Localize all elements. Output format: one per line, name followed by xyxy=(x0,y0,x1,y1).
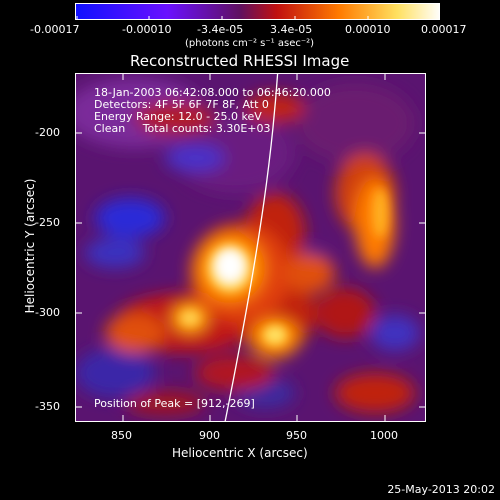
colorbar xyxy=(75,3,440,20)
footer-timestamp: 25-May-2013 20:02 xyxy=(387,483,495,496)
info-time-range: 18-Jan-2003 06:42:08.000 to 06:46:20.000 xyxy=(94,86,331,99)
colorbar-tick-label: 3.4e-05 xyxy=(270,23,313,36)
info-energy-range: Energy Range: 12.0 - 25.0 keV xyxy=(94,110,262,123)
info-clean-counts: Clean Total counts: 3.30E+03 xyxy=(94,122,271,135)
x-tick-label: 1000 xyxy=(370,429,398,442)
colorbar-tick-label: -3.4e-05 xyxy=(197,23,244,36)
x-tick-label: 900 xyxy=(199,429,220,442)
info-detectors: Detectors: 4F 5F 6F 7F 8F, Att 0 xyxy=(94,98,269,111)
peak-position: Position of Peak = [912,-269] xyxy=(94,397,255,410)
x-axis-title: Heliocentric X (arcsec) xyxy=(172,446,308,460)
colorbar-tick-label: -0.00017 xyxy=(30,23,80,36)
y-axis-title: Heliocentric Y (arcsec) xyxy=(23,178,37,314)
y-tick-label: -350 xyxy=(35,400,60,413)
colorbar-tick-label: 0.00010 xyxy=(345,23,391,36)
y-tick-label: -200 xyxy=(35,126,60,139)
colorbar-tick-label: -0.00010 xyxy=(122,23,172,36)
x-tick-label: 850 xyxy=(111,429,132,442)
x-tick-label: 950 xyxy=(286,429,307,442)
colorbar-tick-label: 0.00017 xyxy=(421,23,467,36)
rhessi-image xyxy=(75,73,426,422)
y-tick-label: -250 xyxy=(35,216,60,229)
plot-title: Reconstructed RHESSI Image xyxy=(130,52,350,70)
colorbar-units: (photons cm⁻² s⁻¹ asec⁻²) xyxy=(185,38,315,49)
y-tick-label: -300 xyxy=(35,306,60,319)
